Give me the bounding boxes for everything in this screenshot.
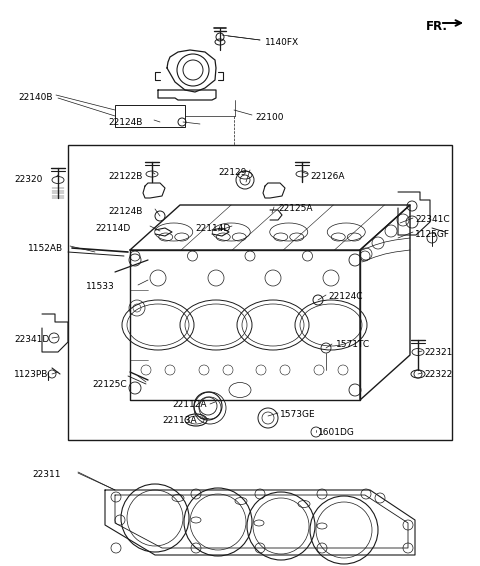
Text: 22124B: 22124B — [108, 118, 143, 127]
Text: 22341C: 22341C — [415, 215, 450, 224]
Text: 1125GF: 1125GF — [415, 230, 450, 239]
Text: 22322: 22322 — [424, 370, 452, 379]
Text: 22125A: 22125A — [278, 204, 312, 213]
Text: 1152AB: 1152AB — [28, 244, 63, 253]
Text: 22320: 22320 — [14, 175, 42, 184]
Text: 11533: 11533 — [86, 282, 115, 291]
Text: 1123PB: 1123PB — [14, 370, 48, 379]
Text: 1601DG: 1601DG — [318, 428, 355, 437]
Text: 1573GE: 1573GE — [280, 410, 316, 419]
Text: 1571TC: 1571TC — [336, 340, 370, 349]
Bar — [68, 145, 452, 440]
Text: 22122B: 22122B — [108, 172, 143, 181]
Text: 22341D: 22341D — [14, 335, 49, 344]
Text: FR.: FR. — [426, 20, 448, 33]
Text: 22112A: 22112A — [172, 400, 206, 409]
Text: 22311: 22311 — [32, 470, 60, 479]
Text: 22129: 22129 — [218, 168, 246, 177]
Text: 22321: 22321 — [424, 348, 452, 357]
Text: 22140B: 22140B — [18, 93, 52, 102]
Text: 1140FX: 1140FX — [265, 38, 299, 47]
Text: 22124B: 22124B — [108, 207, 143, 216]
Text: 22125C: 22125C — [92, 380, 127, 389]
Text: 22114D: 22114D — [95, 224, 130, 233]
Bar — [115, 105, 185, 127]
Text: 22124C: 22124C — [328, 292, 362, 301]
Text: 22114D: 22114D — [195, 224, 230, 233]
Text: 22113A: 22113A — [162, 416, 197, 425]
Text: 22126A: 22126A — [310, 172, 345, 181]
Text: 22100: 22100 — [255, 113, 284, 122]
